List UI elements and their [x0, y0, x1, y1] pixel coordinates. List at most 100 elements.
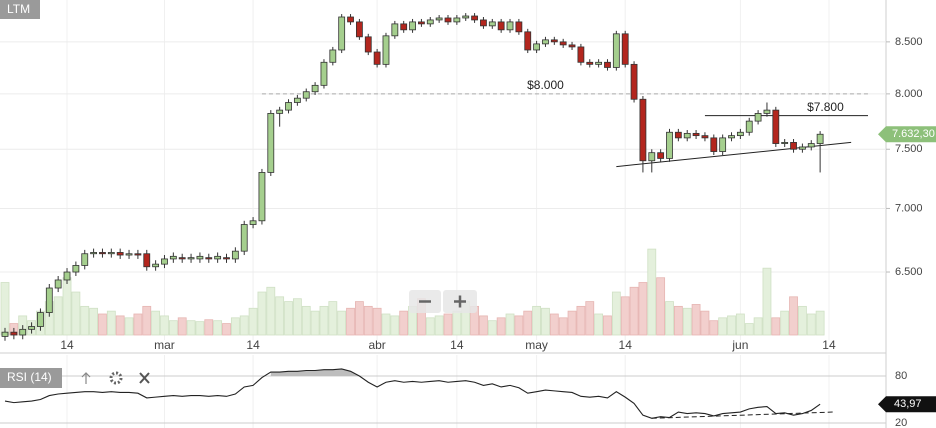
- candle-body: [285, 102, 292, 111]
- candle-body: [781, 142, 789, 144]
- candle-body: [19, 328, 27, 336]
- volume-bar: [204, 319, 214, 336]
- volume-bar: [753, 317, 763, 336]
- settings-icon[interactable]: [109, 371, 123, 385]
- candle-body: [409, 21, 416, 31]
- candle-body: [816, 133, 824, 144]
- x-tick-label: 14: [822, 338, 836, 352]
- candle-body: [595, 61, 603, 65]
- rsi-last-tag: [878, 396, 936, 413]
- volume-bar: [328, 301, 338, 336]
- rsi-label-box: [0, 368, 62, 388]
- volume-bar: [709, 320, 719, 336]
- move-up-icon[interactable]: [81, 372, 91, 384]
- x-tick-label: abr: [368, 338, 385, 352]
- volume-bar: [771, 317, 781, 336]
- x-tick-label: 14: [450, 338, 464, 352]
- volume-bar: [106, 310, 116, 336]
- volume-bar: [319, 305, 329, 336]
- candle-body: [710, 137, 718, 152]
- candle-body: [169, 255, 177, 260]
- candle-body: [125, 253, 133, 256]
- volume-bar: [452, 310, 462, 336]
- candle-body: [311, 84, 319, 93]
- candle-body: [701, 135, 709, 139]
- volume-bar: [496, 317, 506, 336]
- candle-body: [161, 258, 168, 265]
- volume-bar: [425, 317, 435, 336]
- volume-bar: [594, 313, 604, 336]
- candle-body: [320, 61, 328, 86]
- volume-bar: [718, 317, 728, 336]
- volume-bar: [603, 315, 612, 336]
- candle-body: [293, 97, 301, 103]
- volume-bar: [53, 296, 63, 336]
- candle-body: [807, 143, 815, 148]
- candle-body: [542, 39, 549, 45]
- volume-bar: [505, 313, 515, 336]
- candle-body: [240, 224, 248, 252]
- candle-body: [45, 287, 53, 313]
- volume-bar: [310, 310, 320, 336]
- candle-body: [1, 331, 9, 337]
- last-price-label: 7.632,30: [892, 128, 935, 140]
- volume-bar: [89, 307, 98, 336]
- close-icon[interactable]: [139, 372, 150, 384]
- candle-body: [90, 252, 97, 255]
- candle-body: [258, 172, 266, 222]
- volume-bar: [567, 310, 577, 336]
- volume-bar: [479, 315, 488, 336]
- volume-bar: [549, 313, 559, 336]
- candle-body: [621, 33, 629, 65]
- rsi-tick-label: 20: [895, 417, 907, 428]
- candle-body: [799, 146, 806, 150]
- candle-body: [692, 132, 700, 137]
- volume-bar: [532, 305, 541, 336]
- candle-body: [666, 131, 673, 159]
- y-tick-label: 8.500: [895, 36, 923, 48]
- x-tick-label: 14: [246, 338, 260, 352]
- candle-body: [683, 132, 691, 139]
- volume-bar: [390, 315, 400, 336]
- candle-body: [763, 109, 771, 114]
- x-tick-label: jun: [731, 338, 748, 352]
- volume-bar: [266, 286, 276, 336]
- candle-body: [223, 257, 230, 260]
- volume-bar: [257, 291, 267, 336]
- y-tick-label: 6.500: [895, 266, 923, 278]
- y-tick-label: 7.000: [895, 202, 923, 214]
- annotation-label: $7.800: [807, 100, 844, 114]
- volume-bar: [71, 291, 81, 336]
- candle-body: [338, 16, 346, 51]
- candle-body: [214, 255, 222, 260]
- volume-bar: [0, 282, 10, 336]
- candle-body: [515, 21, 523, 33]
- candle-body: [116, 252, 124, 256]
- candle-body: [373, 51, 381, 65]
- rsi-last-label: 43,97: [894, 398, 922, 410]
- volume-bar: [620, 296, 630, 336]
- volume-bar: [168, 320, 178, 336]
- rsi-line: [4, 368, 821, 419]
- candle-body: [790, 142, 797, 150]
- y-tick-label: 7.500: [895, 143, 923, 155]
- candle-body: [205, 257, 213, 260]
- candle-body: [648, 152, 656, 162]
- candle-body: [453, 17, 461, 23]
- volume-bar: [177, 317, 187, 336]
- candle-body: [187, 257, 195, 260]
- candle-body: [550, 39, 558, 43]
- volume-bar: [239, 315, 249, 336]
- candle-body: [612, 33, 620, 68]
- volume-bar: [248, 307, 258, 336]
- candle-body: [497, 21, 505, 31]
- candle-body: [143, 253, 151, 268]
- candle-body: [249, 220, 257, 225]
- candle-body: [533, 43, 540, 51]
- plus-icon: [454, 295, 466, 308]
- volume-bar: [727, 315, 736, 336]
- volume-bar: [798, 305, 807, 336]
- candle-body: [444, 17, 452, 23]
- volume-bar: [700, 310, 710, 336]
- candle-body: [772, 109, 780, 144]
